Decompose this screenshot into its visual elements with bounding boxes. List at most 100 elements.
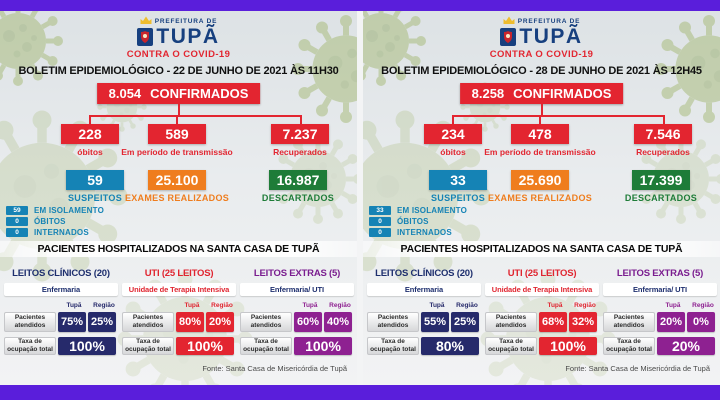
regiao-header: Região [93, 302, 115, 309]
covid-bulletin-panel: PREFEITURA DE TUPÃ CONTRA O COVID-19 BOL… [363, 11, 720, 385]
patients-tupa-pct: 55% [421, 312, 449, 332]
patients-label: Pacientes atendidos [485, 312, 537, 332]
bulletins-row: PREFEITURA DE TUPÃ CONTRA O COVID-19 BOL… [0, 11, 720, 385]
occupancy-row: Taxa de ocupação total 100% [122, 337, 236, 355]
suspects-stat: 33 SUSPEITOS [408, 170, 508, 203]
column-headers: Tupã Região [485, 302, 599, 310]
transmission-value: 478 [511, 124, 569, 144]
tupa-header: Tupã [302, 302, 318, 309]
campaign-slogan: CONTRA O COVID-19 [126, 49, 231, 60]
hospitalized-value: 0 [369, 227, 391, 237]
deaths-label: óbitos [440, 147, 466, 157]
tupa-header: Tupã [184, 302, 200, 309]
logo-city-name: TUPÃ [519, 25, 583, 48]
patients-tupa-pct: 68% [539, 312, 567, 332]
bulletin-title: BOLETIM EPIDEMIOLÓGICO - 28 DE JUNHO DE … [381, 65, 702, 77]
suspects-value: 33 [429, 170, 487, 190]
hospital-column-leitos-clinicos: LEITOS CLÍNICOS (20) Enfermaria Tupã Reg… [4, 257, 118, 355]
confirmed-banner: 8.054 CONFIRMADOS [96, 83, 261, 104]
spacer [240, 302, 294, 310]
transmission-stat: 589 Em período de transmissão [97, 124, 257, 157]
city-crest-icon [137, 27, 154, 46]
confirmed-banner: 8.258 CONFIRMADOS [459, 83, 624, 104]
source-credit: Fonte: Santa Casa de Misericórdia de Tup… [565, 364, 710, 373]
suspects-value: 59 [66, 170, 124, 190]
occupancy-row: Taxa de ocupação total 100% [240, 337, 354, 355]
occupancy-row: Taxa de ocupação total 100% [4, 337, 118, 355]
exams-value: 25.100 [148, 170, 206, 190]
confirmed-label: CONFIRMADOS [150, 86, 249, 101]
logo-main-row: TUPÃ [0, 26, 357, 47]
suspects-label: SUSPEITOS [430, 193, 486, 203]
patients-row: Pacientes atendidos 80% 20% [122, 312, 236, 332]
spacer [485, 302, 539, 310]
transmission-stat: 478 Em período de transmissão [460, 124, 620, 157]
deaths-value: 234 [424, 124, 482, 144]
regiao-header: Região [456, 302, 478, 309]
deaths-stat: 234 óbitos [408, 124, 498, 157]
suspects-stat: 59 SUSPEITOS [45, 170, 145, 203]
occupancy-pct: 20% [657, 337, 715, 355]
confirmed-label: CONFIRMADOS [513, 86, 612, 101]
column-headers: Tupã Região [122, 302, 236, 310]
column-title: LEITOS CLÍNICOS (20) [12, 268, 110, 279]
source-credit: Fonte: Santa Casa de Misericórdia de Tup… [202, 364, 347, 373]
connector-line-horizontal [89, 115, 302, 117]
deaths-value: 228 [61, 124, 119, 144]
recovered-stat: 7.546 Recuperados [608, 124, 718, 157]
hospital-section-title: PACIENTES HOSPITALIZADOS NA SANTA CASA D… [0, 241, 357, 257]
regiao-header: Região [574, 302, 596, 309]
connector-drop [539, 115, 541, 125]
patients-regiao-pct: 20% [206, 312, 234, 332]
isolation-value: 33 [369, 205, 391, 215]
hospitalized-value: 0 [6, 227, 28, 237]
bulletins-background: PREFEITURA DE TUPÃ CONTRA O COVID-19 BOL… [0, 11, 720, 385]
column-headers: Tupã Região [603, 302, 717, 310]
connector-drop [452, 115, 454, 125]
occupancy-row: Taxa de ocupação total 20% [603, 337, 717, 355]
patients-tupa-pct: 20% [657, 312, 685, 332]
discarded-stat: 17.399 DESCARTADOS [606, 170, 716, 203]
column-headers: Tupã Região [4, 302, 118, 310]
connector-drop [89, 115, 91, 125]
suspect-deaths-value: 0 [369, 216, 391, 226]
logo-top-row: PREFEITURA DE [0, 16, 357, 25]
patients-tupa-pct: 75% [58, 312, 86, 332]
prefeitura-tupa-logo: PREFEITURA DE TUPÃ CONTRA O COVID-19 [363, 16, 720, 60]
suspect-deaths-detail-row: 0 ÓBITOS [369, 216, 429, 226]
column-title: UTI (25 LEITOS) [507, 268, 577, 279]
discarded-label: DESCARTADOS [261, 193, 335, 203]
logo-top-row: PREFEITURA DE [363, 16, 720, 25]
deaths-stat: 228 óbitos [45, 124, 135, 157]
city-crest-icon [500, 27, 517, 46]
patients-regiao-pct: 25% [88, 312, 116, 332]
hospital-column-leitos-extras: LEITOS EXTRAS (5) Enfermaria/ UTI Tupã R… [240, 257, 354, 355]
patients-row: Pacientes atendidos 68% 32% [485, 312, 599, 332]
patients-label: Pacientes atendidos [240, 312, 292, 332]
logo-city-name: TUPÃ [156, 25, 220, 48]
confirmed-value: 8.054 [108, 86, 142, 101]
connector-drop [176, 115, 178, 125]
hospital-column-leitos-clinicos: LEITOS CLÍNICOS (20) Enfermaria Tupã Reg… [367, 257, 481, 355]
hospital-section-title: PACIENTES HOSPITALIZADOS NA SANTA CASA D… [363, 241, 720, 257]
recovered-value: 7.546 [634, 124, 692, 144]
patients-regiao-pct: 32% [569, 312, 597, 332]
hospital-column-uti: UTI (25 LEITOS) Unidade de Terapia Inten… [485, 257, 599, 355]
patients-row: Pacientes atendidos 75% 25% [4, 312, 118, 332]
tupa-header: Tupã [429, 302, 445, 309]
patients-label: Pacientes atendidos [4, 312, 56, 332]
confirmed-value: 8.258 [471, 86, 505, 101]
occupancy-label: Taxa de ocupação total [122, 337, 174, 355]
column-subtitle: Enfermaria [367, 283, 481, 296]
tupa-header: Tupã [547, 302, 563, 309]
discarded-label: DESCARTADOS [624, 193, 698, 203]
suspect-deaths-detail-row: 0 ÓBITOS [6, 216, 66, 226]
patients-tupa-pct: 80% [176, 312, 204, 332]
suspect-deaths-value: 0 [6, 216, 28, 226]
discarded-stat: 16.987 DESCARTADOS [243, 170, 353, 203]
regiao-header: Região [329, 302, 351, 309]
suspect-deaths-label: ÓBITOS [34, 216, 66, 226]
isolation-label: EM ISOLAMENTO [397, 205, 468, 215]
patients-label: Pacientes atendidos [603, 312, 655, 332]
column-title: LEITOS EXTRAS (5) [253, 268, 341, 279]
